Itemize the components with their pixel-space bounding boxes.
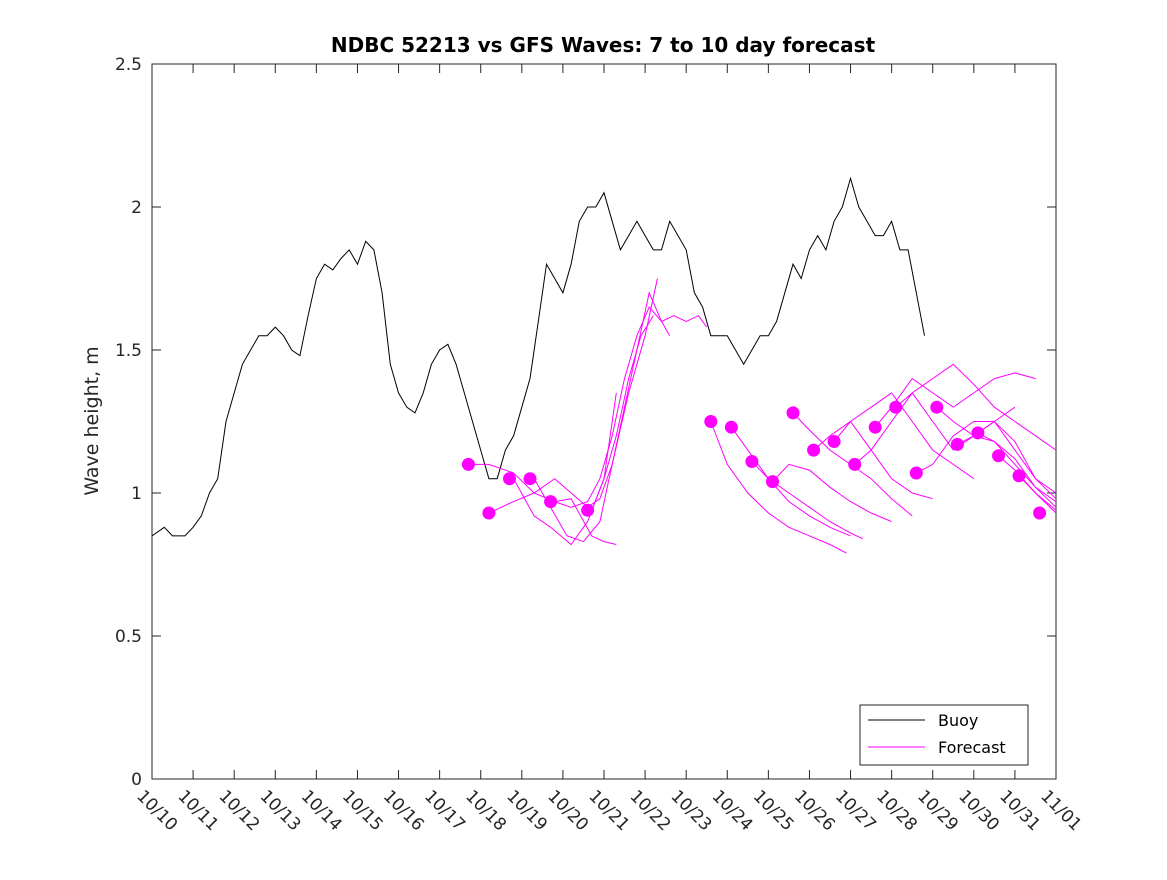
forecast-point [1033, 506, 1047, 520]
buoy-line [151, 176, 925, 537]
forecast-line [916, 421, 1057, 494]
forecast-line [895, 363, 1057, 451]
forecast-point [581, 503, 595, 517]
legend: Buoy Forecast [859, 704, 1029, 766]
y-tick-label: 2 [131, 198, 142, 218]
forecast-point [992, 449, 1005, 463]
y-tick-label: 0.5 [115, 627, 142, 647]
forecast-line [977, 432, 1057, 508]
forecast-line [957, 420, 1057, 500]
plot-area [151, 63, 1057, 780]
y-tick-label: 0 [131, 770, 142, 790]
forecast-point [724, 420, 738, 434]
forecast-point [807, 443, 821, 457]
forecast-point [848, 457, 862, 471]
forecast-point [503, 472, 516, 486]
legend-box [859, 704, 1029, 766]
y-axis-label: Wave height, m [81, 346, 103, 495]
forecast-line [533, 278, 658, 543]
forecast-point [766, 475, 779, 489]
forecast-line [710, 421, 847, 554]
legend-buoy-label: Buoy [938, 711, 978, 730]
forecast-point [1012, 469, 1026, 483]
forecast-line [1018, 475, 1057, 514]
forecast-line [554, 498, 617, 545]
y-axis: 0 0.5 1 1.5 2 2.5 [115, 55, 1056, 790]
forecast-line [591, 315, 654, 511]
forecast-point [930, 400, 944, 414]
y-tick-label: 1 [131, 484, 142, 504]
forecast-point [786, 406, 800, 420]
forecast-line [772, 463, 892, 523]
forecast-line [874, 372, 1036, 428]
y-tick-label: 2.5 [115, 55, 142, 75]
forecast-point [461, 457, 475, 471]
forecast-point [523, 472, 537, 486]
forecast-point [950, 437, 964, 451]
forecast-point [889, 400, 903, 414]
forecast-point [971, 426, 985, 440]
legend-forecast-label: Forecast [938, 738, 1006, 757]
forecast-point [827, 435, 841, 448]
forecast-point [868, 420, 882, 434]
forecast-point [482, 506, 496, 520]
forecast-line [730, 426, 851, 537]
chart-title: NDBC 52213 vs GFS Waves: 7 to 10 day for… [331, 33, 876, 57]
forecast-point [704, 415, 718, 428]
forecast-point [909, 466, 923, 480]
forecast-point [544, 495, 558, 509]
y-tick-label: 1.5 [115, 341, 142, 361]
forecast-point [745, 455, 759, 468]
forecast-line [472, 306, 671, 508]
series-layer [151, 176, 1057, 554]
